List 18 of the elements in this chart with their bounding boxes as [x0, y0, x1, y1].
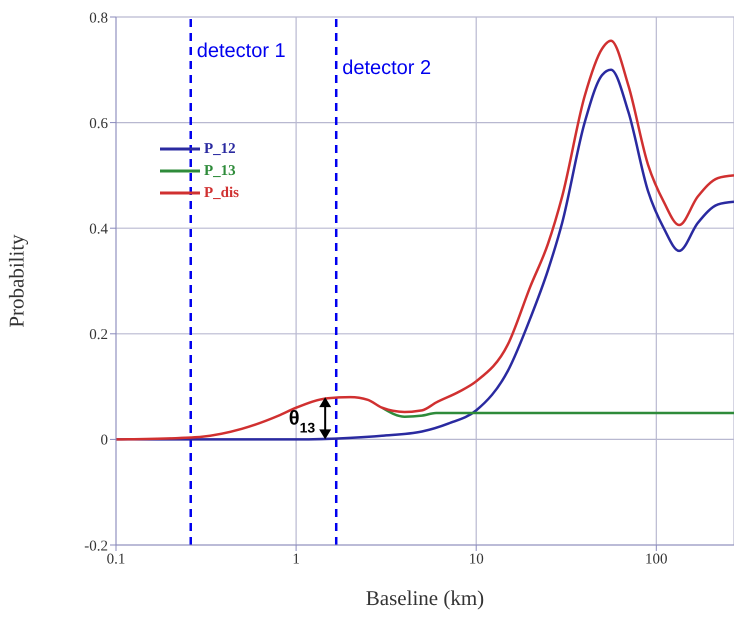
y-tick-label: 0.4 — [89, 222, 108, 238]
legend-label: P_dis — [204, 184, 240, 203]
ref-line-label: detector 1 — [196, 40, 286, 62]
y-tick-label: 0.2 — [89, 327, 108, 344]
y-axis-title: Probability — [4, 234, 28, 328]
x-axis-title: Baseline (km) — [366, 586, 484, 610]
x-tick-label: 1 — [292, 552, 300, 568]
annotation: θ$_{13}$ — [288, 407, 316, 436]
legend-label: P_13 — [204, 162, 236, 181]
y-tick-label: 0 — [100, 432, 108, 449]
y-tick-label: -0.2 — [84, 538, 108, 554]
x-tick-label: 0.1 — [106, 552, 126, 568]
x-tick-label: 100 — [645, 552, 668, 568]
legend-label: P_12 — [204, 140, 236, 159]
ref-line-label: detector 2 — [342, 57, 432, 79]
y-tick-label: 0.8 — [89, 10, 108, 26]
x-tick-label: 10 — [468, 552, 484, 568]
y-tick-label: 0.6 — [89, 116, 108, 132]
